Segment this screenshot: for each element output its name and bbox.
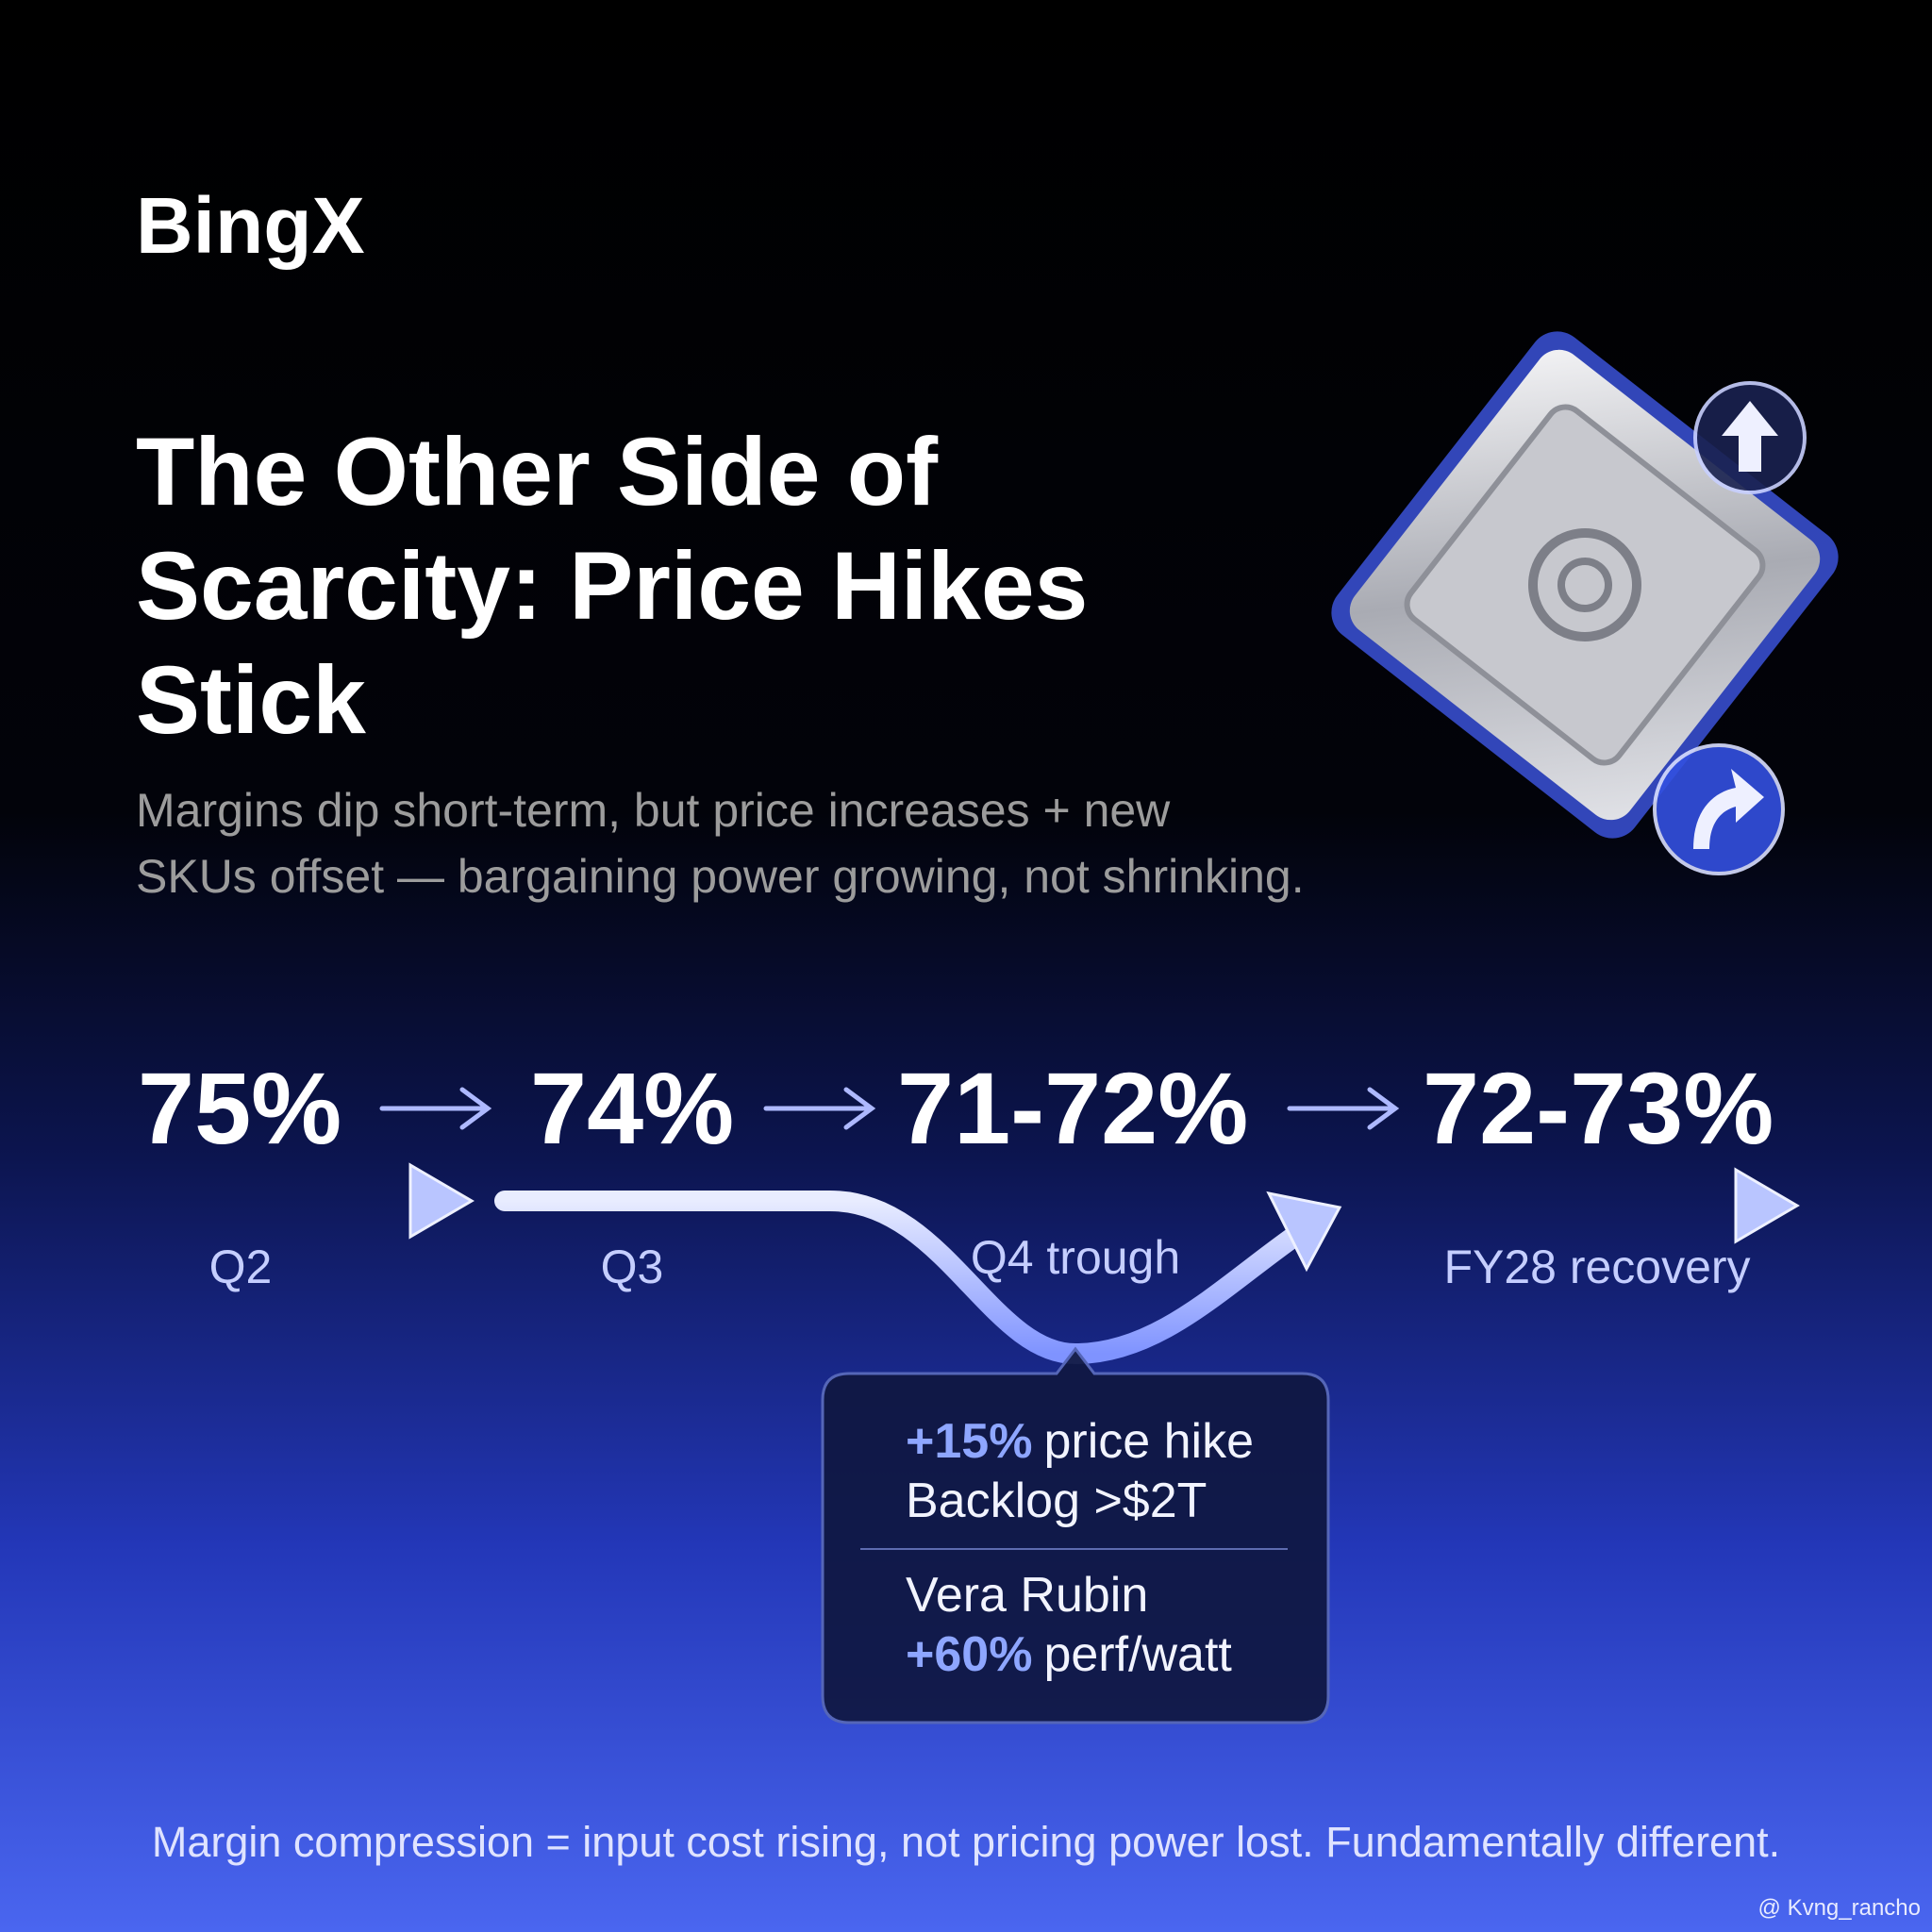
callout-text: Vera Rubin bbox=[906, 1568, 1148, 1623]
watermark: @ Kvng_rancho bbox=[1758, 1895, 1921, 1921]
step-value: 72-73% bbox=[1423, 1051, 1774, 1165]
step-value: 74% bbox=[530, 1051, 734, 1165]
callout-line: +15% price hike bbox=[906, 1414, 1254, 1469]
callout-text: Backlog >$2T bbox=[906, 1474, 1207, 1528]
step-arrows bbox=[379, 1087, 1400, 1130]
step-label: Q4 trough bbox=[971, 1231, 1180, 1284]
step-value: 71-72% bbox=[897, 1051, 1248, 1165]
timeline-tube bbox=[131, 1191, 1765, 1365]
title-line: The Other Side of bbox=[136, 418, 939, 525]
brand-logo: BingX bbox=[136, 181, 365, 270]
callout-highlight: +15% bbox=[906, 1414, 1032, 1469]
callout-line: +60% perf/watt bbox=[906, 1627, 1232, 1682]
step-label: Q2 bbox=[209, 1241, 273, 1293]
callout-text: price hike bbox=[1043, 1414, 1254, 1469]
step-label: Q3 bbox=[601, 1241, 664, 1293]
footer-note: Margin compression = input cost rising, … bbox=[152, 1818, 1780, 1866]
callout-line: Backlog >$2T bbox=[906, 1474, 1207, 1528]
timeline-arrowheads bbox=[408, 1162, 1800, 1273]
up-arrow-bubble bbox=[1653, 743, 1785, 875]
up-arrow-bubble bbox=[1693, 381, 1807, 494]
callout-line: Vera Rubin bbox=[906, 1568, 1148, 1623]
subtitle-line: Margins dip short-term, but price increa… bbox=[136, 784, 1171, 837]
step-value: 75% bbox=[138, 1051, 341, 1165]
step-label: FY28 recovery bbox=[1443, 1241, 1750, 1293]
title-line: Stick bbox=[136, 646, 366, 754]
callout-box bbox=[821, 1346, 1330, 1724]
callout-text: perf/watt bbox=[1043, 1627, 1232, 1682]
subtitle-line: SKUs offset — bargaining power growing, … bbox=[136, 850, 1305, 903]
title-line: Scarcity: Price Hikes bbox=[136, 532, 1088, 640]
callout-highlight: +60% bbox=[906, 1627, 1032, 1682]
